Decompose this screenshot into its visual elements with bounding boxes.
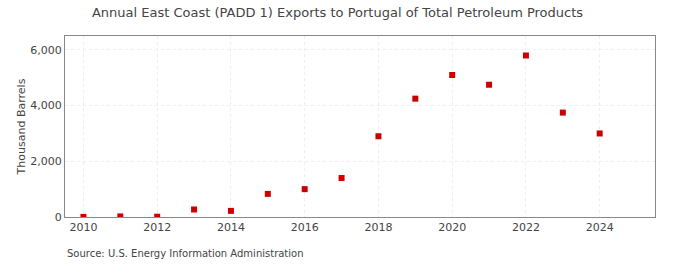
svg-text:4,000: 4,000 xyxy=(30,99,62,112)
svg-text:2,000: 2,000 xyxy=(30,155,62,168)
svg-text:Thousand Barrels: Thousand Barrels xyxy=(15,78,28,175)
svg-text:2024: 2024 xyxy=(586,221,614,234)
svg-text:0: 0 xyxy=(55,211,62,224)
svg-text:2022: 2022 xyxy=(512,221,540,234)
svg-text:2014: 2014 xyxy=(217,221,245,234)
svg-text:2012: 2012 xyxy=(143,221,171,234)
svg-text:Annual East Coast (PADD 1) Exp: Annual East Coast (PADD 1) Exports to Po… xyxy=(92,5,583,20)
svg-text:6,000: 6,000 xyxy=(30,44,62,57)
svg-text:2016: 2016 xyxy=(291,221,319,234)
svg-text:2010: 2010 xyxy=(69,221,97,234)
svg-text:2018: 2018 xyxy=(364,221,392,234)
svg-text:2020: 2020 xyxy=(438,221,466,234)
svg-text:Source: U.S. Energy Informatio: Source: U.S. Energy Information Administ… xyxy=(67,248,304,259)
